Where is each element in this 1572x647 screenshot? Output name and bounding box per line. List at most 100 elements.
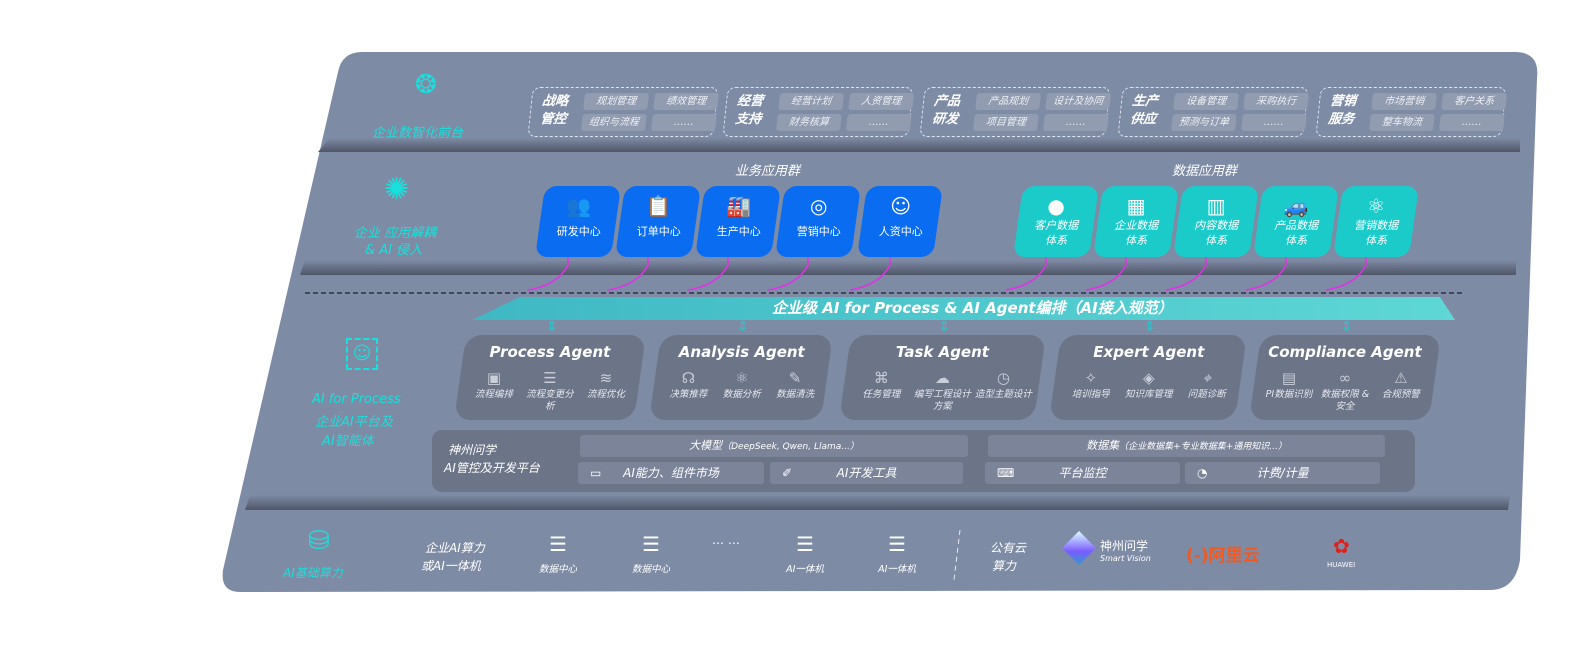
agent-feature[interactable]: ≋ 流程优化 (578, 367, 634, 413)
books-icon: ▥ (1206, 194, 1226, 218)
agent-feature[interactable]: ✎ 数据清洗 (768, 367, 821, 401)
agent-feature[interactable]: ◷ 造型主题设计 (973, 367, 1034, 413)
data-card[interactable]: ⚛ 营销数据 体系 (1333, 186, 1419, 257)
platform-tool[interactable]: ⌨ 平台监控 (985, 462, 1180, 484)
agent-feature[interactable]: ☁ 编写工程设计方案 (912, 367, 973, 413)
gauge-icon: ◔ (1197, 466, 1208, 480)
business-card[interactable]: 👥 研发中心 (535, 186, 621, 257)
data-card-label-2: 体系 (1205, 234, 1228, 247)
agent-feature[interactable]: ⚠ 合规预警 (1373, 367, 1429, 413)
business-card[interactable]: ☺ 人资中心 (857, 186, 943, 257)
cloud-icon: ☁ (934, 369, 950, 387)
server-label: AI一体机 (786, 564, 824, 575)
data-card-label-1: 客户数据 (1034, 219, 1079, 232)
front-chip[interactable]: …… (1439, 114, 1505, 131)
front-chip[interactable]: 人资管理 (848, 93, 914, 110)
list-icon: ☰ (543, 369, 557, 387)
front-chip[interactable]: …… (1241, 114, 1307, 131)
front-chip[interactable]: 绩效管理 (653, 93, 719, 110)
agent-card[interactable]: Task Agent ⌘ 任务管理 ☁ 编写工程设计方案 ◷ 造型主题设计 (839, 335, 1046, 420)
front-group: 营销服务 市场营销 客户关系 整车物流…… (1315, 87, 1507, 137)
market-icon: ▭ (590, 466, 602, 480)
business-card-label: 研发中心 (556, 225, 601, 238)
platform-tool[interactable]: ✐ AI开发工具 (770, 462, 963, 484)
agent-card[interactable]: Expert Agent ✧ 培训指导 ◈ 知识库管理 ⌖ 问题诊断 (1049, 335, 1247, 420)
aliyun-logo: (-)阿里云 (1186, 546, 1260, 566)
server: ☰ 数据中心 (528, 533, 588, 575)
platform-tool-label: AI能力、组件市场 (623, 466, 719, 480)
agent-feature-label: 决策推荐 (669, 389, 708, 400)
front-chip[interactable]: 市场营销 (1371, 93, 1437, 110)
front-chip[interactable]: 规划管理 (583, 93, 649, 110)
agent-name: Process Agent (489, 343, 611, 361)
agent-feature-label: 合规预警 (1381, 389, 1420, 400)
agent-feature[interactable]: ▤ PI数据识别 (1261, 367, 1317, 413)
bidirectional-arrow-icon: ⇕ (1144, 319, 1156, 335)
business-card[interactable]: 🏭 生产中心 (695, 186, 781, 257)
front-chip[interactable]: 采购执行 (1243, 93, 1309, 110)
front-chip[interactable]: 设计及协同 (1045, 93, 1111, 110)
platform-tool-label: 平台监控 (1058, 466, 1107, 480)
orchestration-banner (472, 297, 1455, 320)
front-chip[interactable]: 客户关系 (1441, 93, 1507, 110)
face-scan-icon: ☺ (346, 338, 378, 370)
agent-feature-label: 问题诊断 (1187, 389, 1226, 400)
front-chip[interactable]: 产品规划 (975, 93, 1041, 110)
dev-tool-icon: ✐ (782, 466, 793, 480)
data-card[interactable]: ▦ 企业数据 体系 (1093, 186, 1179, 257)
front-chip[interactable]: 整车物流 (1369, 114, 1435, 131)
platform-name-2: AI管控及开发平台 (444, 461, 540, 475)
bidirectional-arrow-icon: ⇕ (546, 319, 558, 335)
front-chip[interactable]: 组织与流程 (581, 114, 647, 131)
data-card-label-1: 产品数据 (1274, 219, 1319, 232)
data-card[interactable]: ● 客户数据 体系 (1013, 186, 1099, 257)
front-chip[interactable]: 设备管理 (1173, 93, 1239, 110)
front-chip[interactable]: …… (846, 114, 912, 131)
agent-feature[interactable]: ⌘ 任务管理 (851, 367, 912, 413)
platform-tool[interactable]: ◔ 计费/计量 (1185, 462, 1380, 484)
data-card-label-2: 体系 (1365, 234, 1388, 247)
business-card-label: 人资中心 (878, 225, 923, 238)
person-icon: ☺ (890, 194, 912, 218)
agent-feature[interactable]: ☊ 决策推荐 (662, 367, 715, 401)
data-card-label-1: 营销数据 (1354, 219, 1399, 232)
server: ☰ 数据中心 (621, 533, 681, 575)
agent-feature-label: 数据权限 & 安全 (1320, 389, 1370, 412)
agent-card[interactable]: Analysis Agent ☊ 决策推荐 ⚛ 数据分析 ✎ 数据清洗 (649, 335, 833, 420)
agent-feature[interactable]: ∞ 数据权限 & 安全 (1317, 367, 1373, 413)
agent-feature[interactable]: ✧ 培训指导 (1062, 367, 1120, 401)
business-card[interactable]: 📋 订单中心 (615, 186, 701, 257)
agent-card[interactable]: Compliance Agent ▤ PI数据识别 ∞ 数据权限 & 安全 ⚠ 合规预警 (1249, 335, 1441, 420)
front-chip[interactable]: 财务核算 (776, 114, 842, 131)
front-chip[interactable]: 预测与订单 (1171, 114, 1237, 131)
dataset-title: 数据集 (1086, 439, 1120, 452)
users-icon: 👥 (566, 194, 592, 218)
data-card-label-2: 体系 (1125, 234, 1148, 247)
front-group: 产品研发 产品规划 设计及协同 项目管理…… (919, 87, 1111, 137)
agent-feature[interactable]: ⚛ 数据分析 (715, 367, 768, 401)
agent-feature-label: 知识库管理 (1125, 389, 1173, 400)
business-card[interactable]: ◎ 营销中心 (775, 186, 861, 257)
front-chip[interactable]: …… (1043, 114, 1109, 131)
bidirectional-arrow-icon: ⇕ (938, 319, 951, 335)
agent-feature[interactable]: ☰ 流程变更分析 (522, 367, 578, 413)
agent-feature-label: 流程变更分析 (526, 389, 574, 412)
building-icon: ▦ (1126, 194, 1146, 218)
data-card[interactable]: ▥ 内容数据 体系 (1173, 186, 1259, 257)
agent-name: Task Agent (895, 343, 989, 361)
agent-feature-label: 数据分析 (722, 389, 761, 400)
data-title: 数据应用群 (1172, 164, 1238, 179)
data-card[interactable]: 🚙 产品数据 体系 (1253, 186, 1339, 257)
ai-label-2: 企业AI平台及 (315, 415, 393, 430)
platform-tool[interactable]: ▭ AI能力、组件市场 (578, 462, 764, 484)
agent-name: Expert Agent (1093, 343, 1205, 361)
front-chip[interactable]: 经营计划 (778, 93, 844, 110)
front-chip[interactable]: …… (651, 114, 717, 131)
ai-platform: 神州问学 AI管控及开发平台 大模型（DeepSeek, Qwen, Llama… (432, 430, 1415, 492)
agent-feature[interactable]: ⌖ 问题诊断 (1178, 367, 1236, 401)
magenta-arrow (767, 250, 809, 291)
agent-card[interactable]: Process Agent ▣ 流程编排 ☰ 流程变更分析 ≋ 流程优化 (454, 335, 646, 420)
agent-feature[interactable]: ◈ 知识库管理 (1120, 367, 1178, 401)
front-chip[interactable]: 项目管理 (973, 114, 1039, 131)
agent-feature[interactable]: ▣ 流程编排 (466, 367, 522, 413)
